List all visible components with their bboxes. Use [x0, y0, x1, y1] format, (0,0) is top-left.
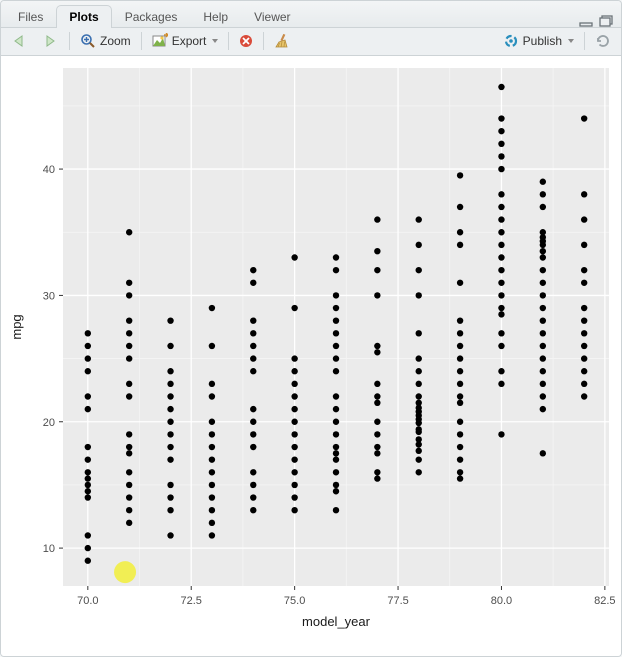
prev-plot-button[interactable]: [7, 32, 33, 50]
pane-tabstrip: Files Plots Packages Help Viewer: [1, 1, 621, 28]
plots-pane: Files Plots Packages Help Viewer: [0, 0, 622, 657]
scatter-plot: 70.0 72.5 75.0 77.5 80.0 82.5 10 20 30 40 model_ye…: [1, 56, 621, 656]
toolbar-separator: [228, 32, 229, 50]
toolbar-separator: [584, 32, 585, 50]
zoom-icon: [80, 33, 96, 49]
svg-text:20: 20: [43, 417, 55, 429]
remove-plot-button[interactable]: [235, 32, 257, 50]
remove-icon: [239, 34, 253, 48]
tab-help[interactable]: Help: [190, 5, 241, 28]
svg-text:70.0: 70.0: [77, 595, 98, 607]
tab-viewer[interactable]: Viewer: [241, 5, 303, 28]
zoom-label: Zoom: [100, 34, 131, 48]
chevron-down-icon: [212, 39, 218, 43]
next-plot-button[interactable]: [37, 32, 63, 50]
arrow-right-icon: [41, 34, 59, 48]
svg-text:80.0: 80.0: [491, 595, 512, 607]
minimize-pane-icon[interactable]: [579, 15, 595, 27]
publish-button[interactable]: Publish: [499, 31, 578, 51]
svg-text:82.5: 82.5: [594, 595, 615, 607]
maximize-pane-icon[interactable]: [599, 15, 615, 27]
toolbar-separator: [263, 32, 264, 50]
publish-label: Publish: [523, 34, 562, 48]
arrow-left-icon: [11, 34, 29, 48]
refresh-button[interactable]: [591, 31, 615, 51]
clear-all-button[interactable]: [270, 31, 294, 51]
export-button[interactable]: Export: [148, 31, 223, 51]
toolbar-separator: [141, 32, 142, 50]
export-icon: [152, 33, 168, 49]
tab-packages[interactable]: Packages: [112, 5, 191, 28]
svg-text:72.5: 72.5: [181, 595, 202, 607]
svg-text:75.0: 75.0: [284, 595, 305, 607]
svg-text:10: 10: [43, 543, 55, 555]
svg-text:mpg: mpg: [9, 314, 24, 339]
tab-plots[interactable]: Plots: [56, 5, 111, 28]
broom-icon: [274, 33, 290, 49]
plots-toolbar: Zoom Export: [1, 28, 621, 56]
toolbar-separator: [69, 32, 70, 50]
svg-text:40: 40: [43, 164, 55, 176]
chevron-down-icon: [568, 39, 574, 43]
publish-icon: [503, 33, 519, 49]
svg-text:model_year: model_year: [302, 614, 371, 629]
plot-viewport: 70.0 72.5 75.0 77.5 80.0 82.5 10 20 30 40 model_ye…: [1, 56, 621, 656]
svg-text:30: 30: [43, 290, 55, 302]
refresh-icon: [595, 33, 611, 49]
export-label: Export: [172, 34, 207, 48]
tab-files[interactable]: Files: [5, 5, 56, 28]
zoom-button[interactable]: Zoom: [76, 31, 135, 51]
svg-text:77.5: 77.5: [387, 595, 408, 607]
